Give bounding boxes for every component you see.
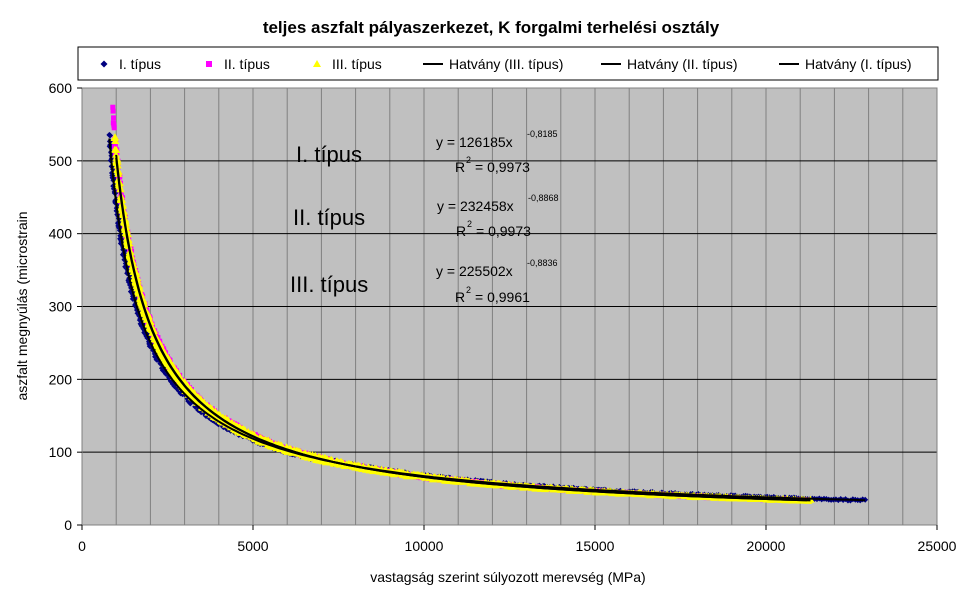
y-tick-label: 500	[49, 153, 73, 169]
y-tick-label: 0	[64, 517, 72, 533]
y-tick-label: 100	[49, 444, 73, 460]
r2-exp: 2	[467, 219, 472, 229]
eq1-exp: -0,8185	[527, 129, 558, 139]
point-type2	[111, 125, 117, 131]
y-axis-label: aszfalt megnyúlás (microstrain	[14, 211, 30, 400]
r2-letter: R	[456, 223, 466, 239]
eq3: y = 225502x	[436, 263, 513, 279]
legend-label: Hatvány (I. típus)	[805, 56, 912, 72]
point-type2	[111, 115, 117, 121]
trendline	[108, 138, 866, 502]
x-tick-label: 15000	[576, 538, 615, 554]
r3-letter: R	[455, 289, 465, 305]
y-tick-label: 600	[49, 80, 73, 96]
eq1: y = 126185x	[436, 134, 513, 150]
r3-value: = 0,9961	[475, 289, 530, 305]
grid	[82, 88, 937, 525]
x-tick-label: 0	[78, 538, 86, 554]
trendlines	[108, 138, 866, 502]
point-type2	[117, 174, 123, 180]
point-type2	[110, 104, 116, 110]
legend-marker-square	[206, 61, 212, 67]
x-tick-label: 5000	[237, 538, 268, 554]
point-type1	[107, 132, 114, 139]
legend-label: II. típus	[224, 56, 270, 72]
annot-type2: II. típus	[293, 205, 365, 230]
annot-type3: III. típus	[290, 272, 368, 297]
r1-value: = 0,9973	[475, 159, 530, 175]
ticks: 0 5000 10000 15000 20000 25000 0 100 200 300 400 50…	[49, 80, 957, 554]
y-tick-label: 300	[49, 299, 73, 315]
legend-label: Hatvány (II. típus)	[627, 56, 737, 72]
x-tick-label: 10000	[405, 538, 444, 554]
point-type2	[112, 142, 118, 148]
point-type3	[112, 145, 121, 153]
trendline	[115, 154, 808, 502]
point-type3	[111, 133, 120, 141]
eq2-exp: -0,8868	[528, 193, 559, 203]
eq3-exp: -0,8836	[527, 258, 558, 268]
eq2: y = 232458x	[437, 198, 514, 214]
point-type2	[110, 108, 116, 114]
annotations: I. típus II. típus III. típus y = 126185…	[290, 129, 559, 305]
point-type3	[111, 150, 120, 158]
chart-title: teljes aszfalt pályaszerkezet, K forgalm…	[263, 18, 720, 37]
point-type3	[111, 137, 120, 145]
legend-label: III. típus	[332, 56, 382, 72]
y-tick-label: 400	[49, 226, 73, 242]
legend-marker-triangle	[313, 60, 321, 67]
x-axis-label: vastagság szerint súlyozott merevség (MP…	[370, 569, 645, 585]
legend-label: I. típus	[119, 56, 161, 72]
r2-value: = 0,9973	[476, 223, 531, 239]
legend-items: I. típus II. típus III. típus Hatvány (III.…	[100, 56, 912, 72]
y-tick-label: 200	[49, 371, 73, 387]
r3-exp: 2	[466, 285, 471, 295]
x-tick-label: 20000	[747, 538, 786, 554]
r1-letter: R	[455, 159, 465, 175]
legend-label: Hatvány (III. típus)	[449, 56, 563, 72]
r1-exp: 2	[466, 155, 471, 165]
x-tick-label: 25000	[918, 538, 957, 554]
legend-marker-diamond	[100, 60, 108, 68]
annot-type1: I. típus	[296, 142, 362, 167]
